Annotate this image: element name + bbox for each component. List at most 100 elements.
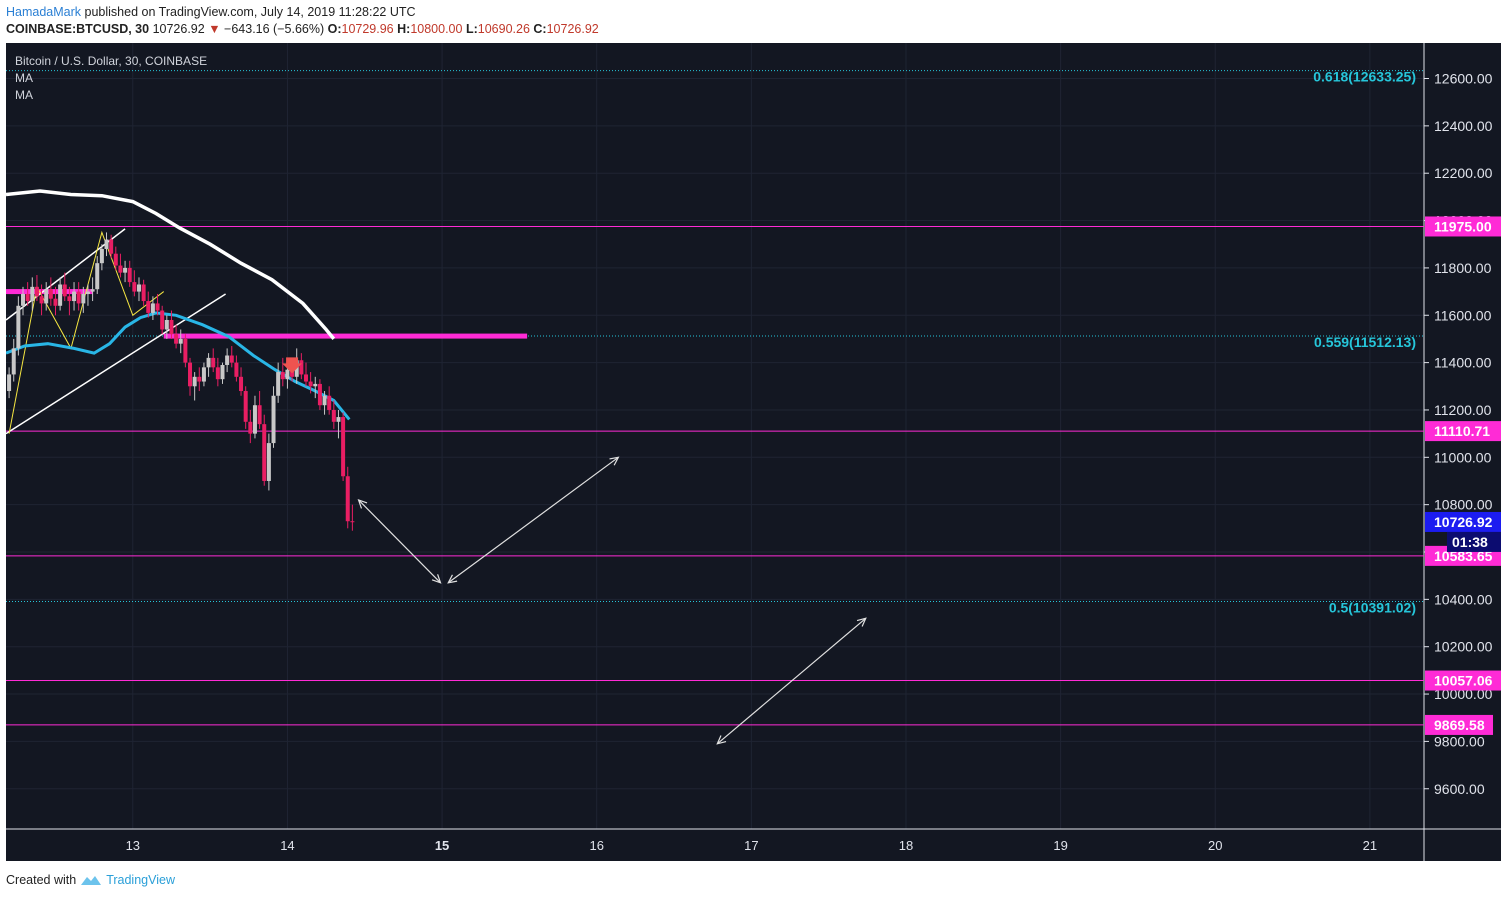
close-label: C:	[533, 22, 547, 36]
author-link[interactable]: HamadaMark	[6, 5, 82, 19]
down-arrow-icon: ▼	[208, 22, 221, 36]
arrowhead-icon	[609, 456, 620, 466]
candle-body	[257, 405, 262, 425]
price-axis-label: 11400.00	[1434, 355, 1492, 371]
candle-body	[345, 476, 350, 522]
arrowhead-icon	[856, 617, 867, 627]
candle-body	[331, 409, 336, 422]
level-price-tag-label: 11975.00	[1434, 218, 1492, 234]
candle-body	[215, 367, 220, 380]
high-label: H:	[397, 22, 411, 36]
footer: Created with TradingView	[6, 873, 175, 887]
publish-line: HamadaMark published on TradingView.com,…	[6, 5, 416, 19]
open-value: 10729.96	[341, 22, 394, 36]
bar-countdown-tag	[1447, 531, 1501, 552]
candle-body	[67, 296, 72, 302]
candle-body	[72, 291, 77, 302]
created-with-text: Created with	[6, 873, 77, 887]
candle-body	[322, 395, 327, 406]
candle-body	[104, 239, 109, 249]
price-axis-label: 12200.00	[1434, 165, 1493, 181]
arrowhead-icon	[357, 498, 368, 509]
current-price-label: 10726.92	[1434, 514, 1493, 530]
candle-body	[53, 298, 58, 306]
time-axis-label: 13	[126, 838, 140, 853]
price-axis-label: 10200.00	[1434, 639, 1493, 655]
price-axis-label: 11000.00	[1434, 449, 1492, 465]
arrowhead-icon	[447, 574, 458, 584]
time-axis: 13 14 15 16 17 18 19 20 21	[126, 838, 1378, 853]
level-price-tag-label: 9869.58	[1434, 717, 1485, 733]
time-axis-label: 17	[744, 838, 758, 853]
candle-body	[118, 265, 123, 273]
last-price: 10726.92	[152, 22, 205, 36]
candle-body	[197, 376, 202, 382]
candle-body	[39, 296, 44, 304]
candle-body	[239, 376, 244, 392]
candle-body	[229, 355, 234, 363]
fib-level-label: 0.559(11512.13)	[1314, 334, 1416, 350]
fib-level-label: 0.5(10391.02)	[1329, 599, 1416, 615]
candle-body	[58, 284, 63, 306]
current-price-tag	[1425, 511, 1501, 532]
time-axis-label: 19	[1053, 838, 1067, 853]
projection-arrow-down-shaft	[358, 499, 441, 584]
symbol-line: COINBASE:BTCUSD, 30 10726.92 ▼ −643.16 (…	[6, 22, 599, 36]
level-price-tag-label: 11110.71	[1434, 423, 1490, 439]
candle-body	[178, 338, 183, 344]
arrowhead-icon	[431, 574, 442, 584]
candle-body	[48, 289, 53, 299]
legend-ma-2[interactable]: MA	[15, 88, 33, 102]
chart-legend: Bitcoin / U.S. Dollar, 30, COINBASE MA M…	[15, 53, 207, 104]
legend-title: Bitcoin / U.S. Dollar, 30, COINBASE	[15, 54, 208, 68]
projection-arrow-low-shaft	[716, 617, 867, 745]
candle-body	[16, 305, 21, 349]
candle-body	[220, 364, 225, 380]
price-change: −643.16 (−5.66%)	[224, 22, 325, 36]
candle-body	[248, 421, 253, 434]
sell-signal-icon	[282, 357, 303, 374]
candle-body	[243, 391, 248, 422]
projection-arrow-up-shaft	[447, 456, 619, 584]
candle-body	[280, 372, 285, 380]
candle-body	[141, 284, 146, 302]
candle-body	[136, 284, 141, 292]
price-chart[interactable]: 9600.009800.0010000.0010200.0010400.0010…	[6, 43, 1501, 861]
candle-body	[25, 293, 30, 302]
tradingview-brand-link[interactable]: TradingView	[106, 873, 175, 887]
candle-body	[188, 362, 193, 387]
level-price-tag	[1425, 216, 1501, 237]
fib-level-label: 0.618(12633.25)	[1313, 69, 1416, 85]
price-axis-label: 12600.00	[1434, 71, 1493, 87]
price-axis-label: 11800.00	[1434, 260, 1492, 276]
legend-ma-1[interactable]: MA	[15, 71, 33, 85]
projection-arrow-up	[447, 456, 620, 584]
time-axis-label: 20	[1208, 838, 1222, 853]
price-axis-label: 12400.00	[1434, 118, 1493, 134]
candle-body	[308, 381, 313, 387]
time-axis-label: 14	[280, 838, 294, 853]
candle-body	[132, 282, 137, 292]
candle-body	[30, 286, 35, 302]
candle-body	[234, 362, 239, 377]
low-value: 10690.26	[477, 22, 530, 36]
published-text: published on TradingView.com, July 14, 2…	[84, 5, 416, 19]
candle-body	[76, 291, 81, 304]
candle-body	[317, 383, 322, 406]
candle-body	[164, 319, 169, 330]
candle-body	[252, 405, 257, 434]
candle-body	[21, 293, 26, 306]
candle-body	[44, 289, 49, 304]
chart-area[interactable]: 9600.00 9800.00 10000.00 10200.00 10400.00 10…	[6, 43, 1501, 861]
candle-body	[85, 291, 90, 294]
candle-body	[211, 357, 216, 368]
candle-body	[169, 319, 174, 335]
candle-body	[285, 369, 290, 380]
high-value: 10800.00	[410, 22, 463, 36]
candle-body	[127, 267, 132, 283]
candle-body	[95, 263, 100, 290]
candle-body	[150, 303, 155, 313]
candle-body	[276, 372, 281, 396]
level-price-tag	[1425, 421, 1501, 442]
tradingview-logo-icon	[81, 876, 102, 885]
